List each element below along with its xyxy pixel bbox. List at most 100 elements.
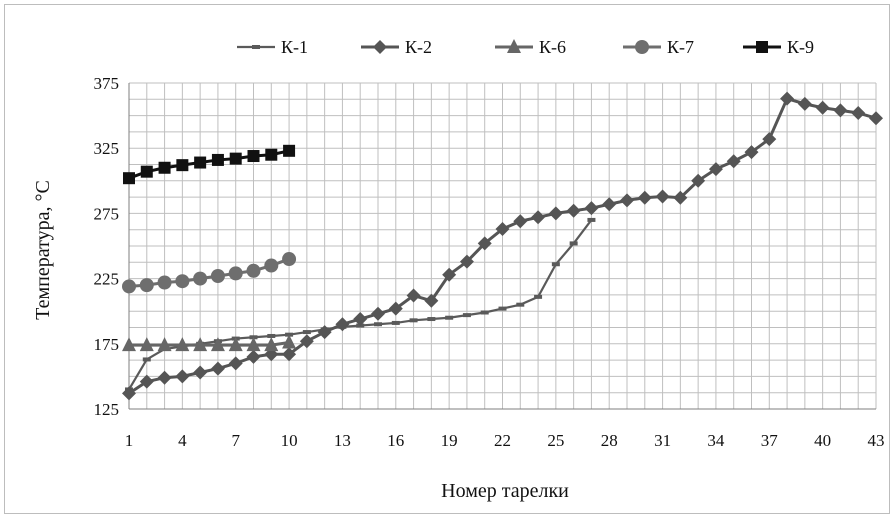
legend-item: К-2 bbox=[361, 37, 432, 57]
data-point bbox=[548, 206, 563, 221]
y-tick-label: 125 bbox=[94, 400, 120, 419]
data-point bbox=[283, 144, 296, 157]
series-К-6 bbox=[122, 334, 297, 352]
data-point bbox=[569, 241, 578, 246]
data-point bbox=[833, 103, 848, 118]
data-point bbox=[176, 159, 189, 172]
legend-marker bbox=[635, 40, 649, 54]
data-point bbox=[246, 337, 261, 352]
data-point bbox=[371, 306, 385, 321]
data-point bbox=[142, 357, 151, 362]
x-tick-label: 4 bbox=[178, 431, 187, 450]
data-point bbox=[210, 337, 225, 352]
data-point bbox=[409, 318, 418, 323]
data-point bbox=[228, 356, 243, 371]
data-point bbox=[335, 317, 350, 332]
data-point bbox=[388, 301, 403, 316]
data-point bbox=[584, 201, 599, 216]
data-point bbox=[566, 203, 581, 218]
legend-item: К-1 bbox=[237, 37, 308, 57]
legend-marker bbox=[507, 39, 521, 53]
data-point bbox=[534, 294, 543, 299]
data-point bbox=[246, 263, 261, 278]
legend-label: К-9 bbox=[787, 37, 814, 57]
series-line bbox=[129, 341, 290, 347]
data-point bbox=[406, 288, 421, 303]
data-point bbox=[691, 173, 706, 188]
legend-label: К-2 bbox=[405, 37, 432, 57]
y-tick-label: 325 bbox=[94, 139, 120, 158]
data-point bbox=[193, 337, 208, 352]
x-tick-label: 10 bbox=[281, 431, 298, 450]
axes: 125 175 225 275 325 375 1 4 7 10 13 16 19 22 25 28 31 34 3… bbox=[94, 74, 885, 450]
data-point bbox=[193, 271, 208, 286]
data-point bbox=[247, 150, 260, 163]
data-point bbox=[139, 278, 154, 293]
data-point bbox=[123, 172, 135, 185]
legend-item: К-6 bbox=[495, 37, 566, 57]
data-point bbox=[353, 312, 368, 327]
data-point bbox=[264, 258, 279, 273]
data-point bbox=[427, 317, 436, 322]
grid bbox=[128, 82, 877, 410]
data-point bbox=[175, 274, 190, 289]
series-layer bbox=[122, 91, 883, 401]
data-point bbox=[229, 152, 242, 165]
data-point bbox=[498, 306, 507, 311]
data-point bbox=[815, 100, 830, 115]
series-К-7 bbox=[122, 252, 297, 294]
y-tick-label: 275 bbox=[94, 204, 120, 223]
data-point bbox=[228, 337, 243, 352]
data-point bbox=[495, 222, 510, 237]
x-tick-label: 13 bbox=[334, 431, 351, 450]
legend-label: К-1 bbox=[281, 37, 308, 57]
x-axis-label: Номер тарелки bbox=[441, 480, 569, 502]
x-tick-label: 40 bbox=[814, 431, 831, 450]
x-tick-label: 34 bbox=[707, 431, 725, 450]
temperature-chart: 125 175 225 275 325 375 1 4 7 10 13 16 19 22 25 28 31 34 3… bbox=[32, 37, 885, 502]
data-point bbox=[139, 374, 154, 389]
data-point bbox=[477, 236, 492, 251]
x-tick-label: 31 bbox=[654, 431, 671, 450]
data-point bbox=[620, 193, 634, 208]
data-point bbox=[157, 337, 172, 352]
data-point bbox=[655, 189, 670, 204]
data-point bbox=[193, 365, 208, 380]
series-К-9 bbox=[123, 144, 296, 185]
data-point bbox=[480, 310, 489, 315]
data-point bbox=[637, 190, 652, 205]
legend-item: К-9 bbox=[743, 37, 814, 57]
legend: К-1 К-2 К-6 К-7 К-9 bbox=[237, 37, 814, 57]
data-point bbox=[282, 334, 297, 349]
data-point bbox=[175, 337, 190, 352]
x-tick-label: 37 bbox=[761, 431, 779, 450]
data-point bbox=[869, 111, 883, 126]
data-point bbox=[265, 148, 278, 161]
data-point bbox=[264, 337, 279, 352]
data-point bbox=[157, 370, 172, 385]
data-point bbox=[797, 96, 812, 111]
data-point bbox=[122, 279, 136, 294]
data-point bbox=[267, 333, 276, 338]
data-point bbox=[762, 132, 777, 147]
data-point bbox=[210, 268, 225, 283]
legend-marker bbox=[756, 41, 768, 53]
data-point bbox=[317, 325, 332, 340]
x-tick-label: 43 bbox=[868, 431, 885, 450]
data-point bbox=[194, 156, 207, 169]
data-point bbox=[424, 293, 439, 308]
series-line bbox=[128, 257, 290, 288]
data-point bbox=[516, 302, 525, 307]
data-point bbox=[157, 275, 172, 290]
x-tick-label: 7 bbox=[231, 431, 240, 450]
x-tick-label: 25 bbox=[547, 431, 564, 450]
data-point bbox=[211, 153, 224, 166]
data-point bbox=[299, 334, 314, 349]
x-tick-label: 16 bbox=[387, 431, 404, 450]
legend-label: К-6 bbox=[539, 37, 566, 57]
series-К-2 bbox=[122, 91, 883, 401]
x-tick-label: 1 bbox=[125, 431, 134, 450]
data-point bbox=[302, 330, 311, 335]
y-tick-label: 175 bbox=[94, 335, 120, 354]
data-point bbox=[673, 190, 688, 205]
